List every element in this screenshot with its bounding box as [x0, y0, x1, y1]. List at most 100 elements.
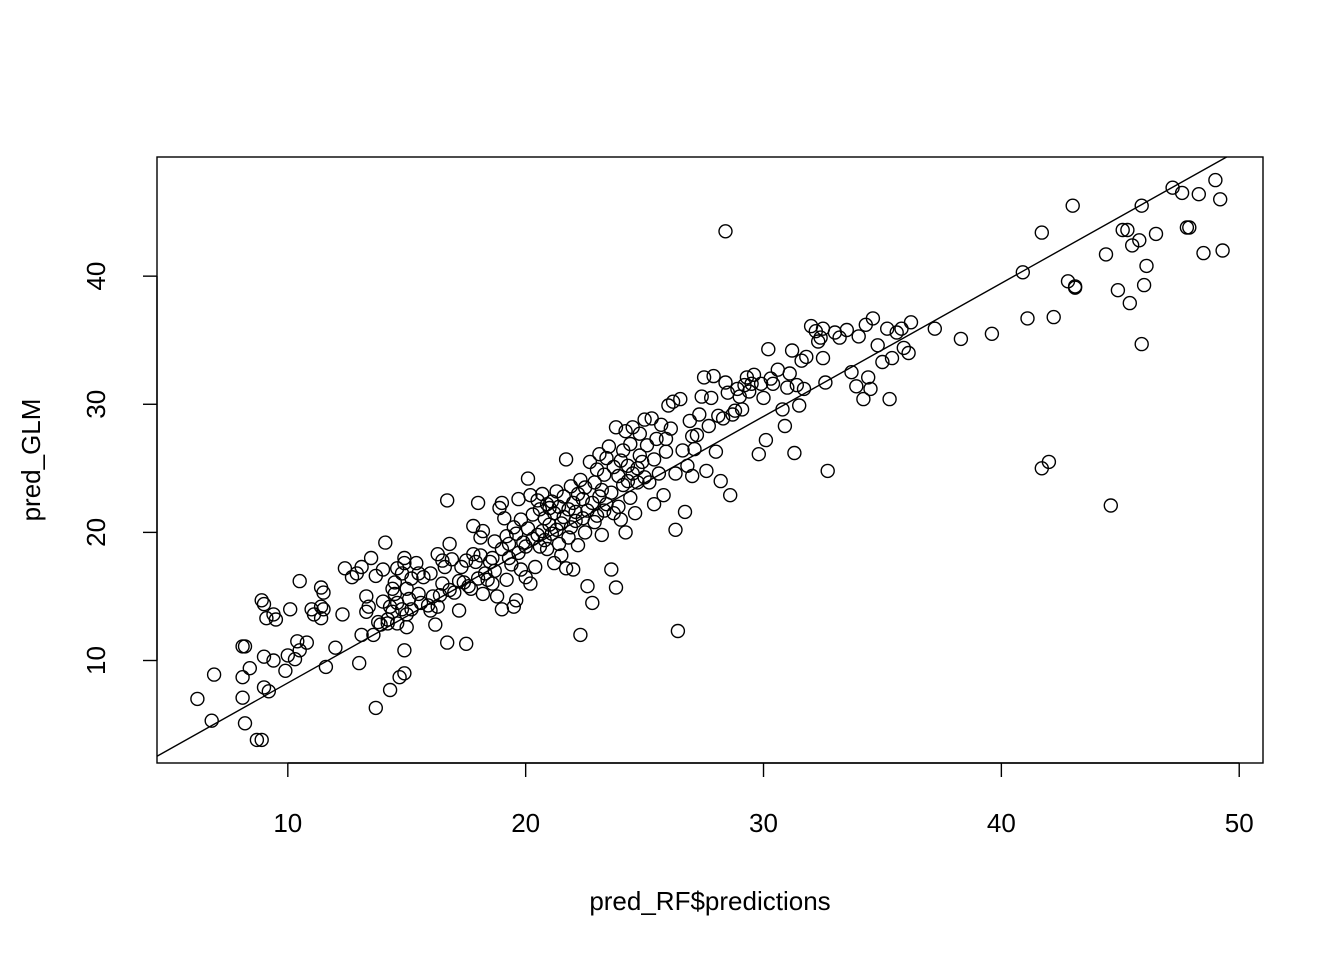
data-point: [475, 523, 491, 539]
data-point: [1215, 243, 1230, 258]
data-point: [363, 550, 379, 566]
data-point: [927, 321, 942, 336]
data-point: [249, 732, 265, 748]
data-point: [316, 585, 331, 600]
data-point: [649, 431, 664, 447]
data-point: [382, 682, 398, 698]
data-point: [589, 462, 605, 477]
data-point: [204, 713, 219, 728]
data-point: [313, 599, 329, 614]
data-point: [378, 535, 393, 550]
data-point: [608, 420, 624, 435]
data-point: [371, 614, 386, 630]
data-point: [618, 525, 633, 540]
data-point: [616, 477, 631, 493]
y-axis-label: pred_GLM: [16, 399, 46, 522]
data-point: [889, 325, 904, 340]
data-point: [394, 602, 410, 617]
data-point: [639, 438, 655, 453]
data-point: [470, 571, 486, 586]
data-point: [423, 566, 438, 581]
data-point: [592, 447, 607, 462]
data-point: [601, 439, 617, 454]
data-point: [290, 634, 305, 649]
data-point: [473, 530, 488, 545]
data-point: [539, 541, 555, 557]
data-point: [1212, 192, 1228, 207]
data-point: [663, 421, 678, 436]
data-point: [494, 495, 510, 511]
data-point: [677, 504, 693, 520]
data-point: [1134, 198, 1149, 213]
data-point: [1174, 185, 1190, 201]
data-point: [1134, 336, 1149, 352]
data-point: [618, 424, 633, 439]
data-point: [299, 635, 314, 650]
data-point: [397, 643, 412, 658]
data-point: [818, 375, 833, 390]
data-point: [242, 661, 258, 676]
data-point: [577, 525, 593, 540]
data-point: [1103, 498, 1119, 513]
data-point: [254, 732, 269, 748]
data-point: [283, 602, 298, 617]
data-point: [1124, 238, 1140, 253]
data-point: [604, 562, 619, 577]
data-point: [451, 603, 467, 618]
data-point: [470, 495, 486, 511]
data-point: [266, 653, 281, 668]
y-axis: 10 20 30 40: [81, 262, 158, 675]
data-point: [820, 463, 835, 479]
data-point: [689, 427, 705, 443]
data-point: [430, 599, 445, 614]
data-point: [259, 611, 274, 626]
data-point: [675, 443, 690, 458]
data-point: [713, 473, 728, 489]
data-point: [658, 431, 674, 447]
data-point: [796, 381, 812, 397]
data-point: [594, 482, 609, 498]
data-point: [623, 436, 638, 452]
data-point: [630, 475, 645, 490]
y-tick-label: 30: [81, 390, 111, 419]
data-point: [566, 495, 581, 511]
data-point: [413, 595, 429, 611]
data-point: [506, 599, 521, 614]
data-point: [551, 536, 567, 552]
data-point: [354, 559, 369, 575]
data-point: [789, 377, 804, 393]
data-point: [718, 375, 733, 390]
data-point: [523, 576, 538, 591]
data-point: [682, 413, 697, 429]
data-point: [815, 321, 831, 336]
data-point: [668, 522, 683, 537]
data-point: [366, 627, 381, 643]
data-point: [561, 530, 576, 545]
x-tick-label: 40: [987, 808, 1016, 838]
data-point: [654, 417, 669, 432]
data-point: [520, 521, 536, 536]
data-point: [416, 570, 431, 585]
data-point: [466, 547, 481, 562]
data-point: [665, 394, 681, 409]
data-point: [587, 514, 602, 530]
data-point: [375, 562, 391, 577]
points-layer: [190, 172, 1230, 748]
data-point: [397, 555, 412, 571]
data-point: [482, 554, 498, 570]
data-point: [668, 466, 683, 481]
data-point: [399, 620, 414, 635]
data-point: [685, 468, 700, 484]
data-point: [1065, 198, 1080, 213]
data-point: [620, 473, 636, 489]
data-point: [390, 561, 405, 576]
data-point: [604, 485, 619, 500]
data-point: [692, 407, 707, 422]
data-point: [261, 684, 276, 699]
data-point: [463, 581, 479, 596]
data-point: [658, 444, 674, 459]
data-point: [268, 612, 284, 627]
data-point: [335, 607, 350, 622]
data-point: [461, 579, 476, 594]
data-point: [744, 376, 759, 391]
